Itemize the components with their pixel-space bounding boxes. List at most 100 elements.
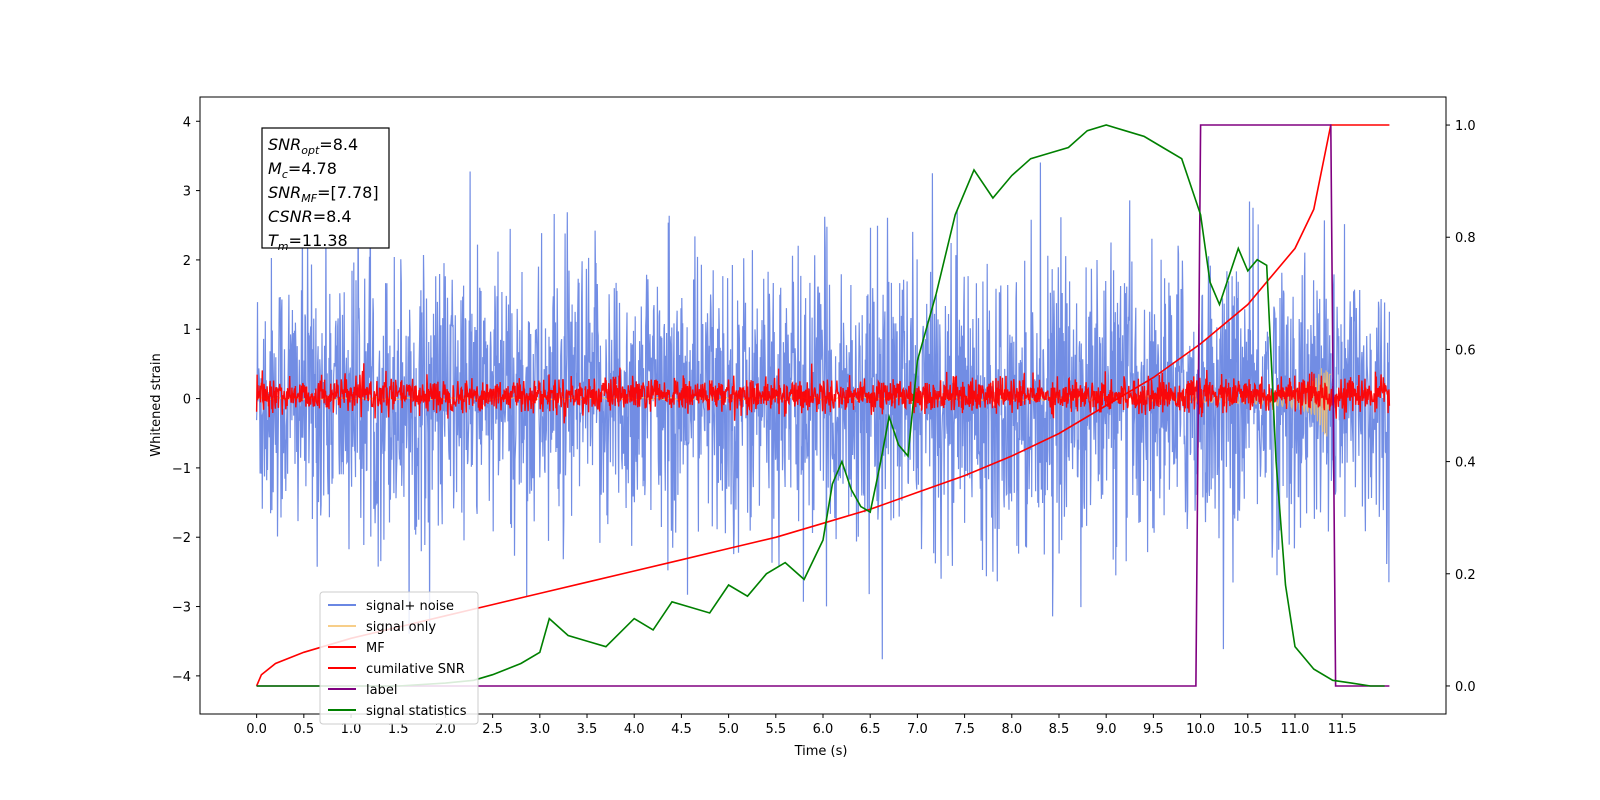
svg-text:5.0: 5.0 [718,722,739,737]
svg-text:label: label [366,683,397,698]
legend-item-signal-only: signal only [328,620,436,635]
legend-frame [319,591,479,725]
svg-text:3.0: 3.0 [529,722,550,737]
svg-text:0.8: 0.8 [1455,231,1476,246]
svg-text:8.0: 8.0 [1001,722,1022,737]
y-tick-1: 1 [183,323,200,338]
y-tick-minus-3: −3 [172,601,200,616]
svg-text:5.5: 5.5 [765,722,786,737]
x-tick-4-5: 4.5 [671,714,692,737]
legend-item-label: label [328,683,397,698]
x-tick-9-5: 9.5 [1143,714,1164,737]
svg-text:6.0: 6.0 [813,722,834,737]
svg-text:11.0: 11.0 [1280,722,1309,737]
svg-text:11.5: 11.5 [1328,722,1357,737]
svg-text:1.0: 1.0 [341,722,362,737]
series-mf [255,363,1391,424]
svg-text:2.0: 2.0 [435,722,456,737]
svg-text:0.5: 0.5 [293,722,314,737]
svg-text:3.5: 3.5 [577,722,598,737]
x-tick-10-5: 10.5 [1233,714,1262,737]
y-axis-label: Whitened strain [149,353,164,456]
x-tick-0-5: 0.5 [293,714,314,737]
y-tick-2: 2 [183,254,200,269]
svg-text:3: 3 [183,185,191,200]
x-tick-10-0: 10.0 [1186,714,1215,737]
svg-text:0: 0 [183,393,191,408]
y-axis-right: 0.0 0.2 0.4 0.6 0.8 1.0 [1446,119,1476,695]
x-tick-11-5: 11.5 [1328,714,1357,737]
svg-text:10.5: 10.5 [1233,722,1262,737]
info-box-frame [261,127,390,249]
series-signal-statistics [256,124,1385,687]
x-tick-6-0: 6.0 [813,714,834,737]
legend: signal+ noise signal only MF cumilative SNR… [319,591,479,725]
y-tick-minus-4: −4 [172,670,200,685]
svg-text:4: 4 [183,115,191,130]
y-right-tick-1-0: 1.0 [1446,119,1476,134]
y-right-tick-0-8: 0.8 [1446,231,1476,246]
info-line-m-c: Mc=4.78 [268,159,337,181]
y-right-tick-0-0: 0.0 [1446,680,1476,695]
svg-text:1.0: 1.0 [1455,119,1476,134]
svg-text:7.5: 7.5 [954,722,975,737]
x-tick-8-5: 8.5 [1049,714,1070,737]
svg-text:−3: −3 [172,601,191,616]
y-right-tick-0-4: 0.4 [1446,456,1476,471]
svg-text:9.0: 9.0 [1096,722,1117,737]
x-tick-11-0: 11.0 [1280,714,1309,737]
x-tick-2-5: 2.5 [482,714,503,737]
series-label [256,124,1390,687]
svg-text:MF: MF [366,641,385,656]
svg-text:4.0: 4.0 [624,722,645,737]
y-tick-minus-2: −2 [172,531,200,546]
y-tick-3: 3 [183,185,200,200]
x-tick-3-5: 3.5 [577,714,598,737]
y-axis-left: −4 −3 −2 −1 0 1 2 3 4 [172,115,200,685]
x-tick-4-0: 4.0 [624,714,645,737]
svg-text:4.5: 4.5 [671,722,692,737]
info-line-snr-mf: SNRMF=[7.78] [268,183,379,205]
svg-text:2: 2 [183,254,191,269]
svg-text:10.0: 10.0 [1186,722,1215,737]
svg-text:cumilative SNR: cumilative SNR [366,662,465,677]
svg-text:0.4: 0.4 [1455,456,1476,471]
y-tick-minus-1: −1 [172,462,200,477]
x-axis: 0.0 0.5 1.0 1.5 2.0 2.5 3.0 3.5 4.0 4.5 5.0 5.5 6.0 6… [246,714,1357,737]
x-tick-6-5: 6.5 [860,714,881,737]
svg-text:8.5: 8.5 [1049,722,1070,737]
svg-text:−2: −2 [172,531,191,546]
info-line-csnr: CSNR=8.4 [268,207,352,226]
svg-text:1: 1 [183,323,191,338]
x-tick-8-0: 8.0 [1001,714,1022,737]
legend-item-signal-noise: signal+ noise [328,599,454,614]
x-tick-0-0: 0.0 [246,714,267,737]
x-tick-3-0: 3.0 [529,714,550,737]
svg-text:1.5: 1.5 [388,722,409,737]
info-line-t-m: Tm=11.38 [268,231,348,253]
svg-text:7.0: 7.0 [907,722,928,737]
y-right-tick-0-6: 0.6 [1446,343,1476,358]
legend-item-mf: MF [328,641,385,656]
svg-text:2.5: 2.5 [482,722,503,737]
svg-text:6.5: 6.5 [860,722,881,737]
svg-text:signal only: signal only [366,620,436,635]
svg-text:signal+ noise: signal+ noise [366,599,454,614]
svg-text:0.2: 0.2 [1455,568,1476,583]
y-tick-4: 4 [183,115,200,130]
x-tick-5-0: 5.0 [718,714,739,737]
x-tick-9-0: 9.0 [1096,714,1117,737]
y-tick-0: 0 [183,393,200,408]
svg-text:signal statistics: signal statistics [366,704,467,719]
info-line-snr-opt: SNRopt=8.4 [268,135,358,157]
y-right-tick-0-2: 0.2 [1446,568,1476,583]
x-tick-5-5: 5.5 [765,714,786,737]
svg-text:−1: −1 [172,462,191,477]
x-axis-label: Time (s) [794,744,848,759]
x-tick-7-5: 7.5 [954,714,975,737]
svg-text:0.6: 0.6 [1455,343,1476,358]
svg-text:9.5: 9.5 [1143,722,1164,737]
legend-item-signal-statistics: signal statistics [328,704,467,719]
svg-text:−4: −4 [172,670,191,685]
